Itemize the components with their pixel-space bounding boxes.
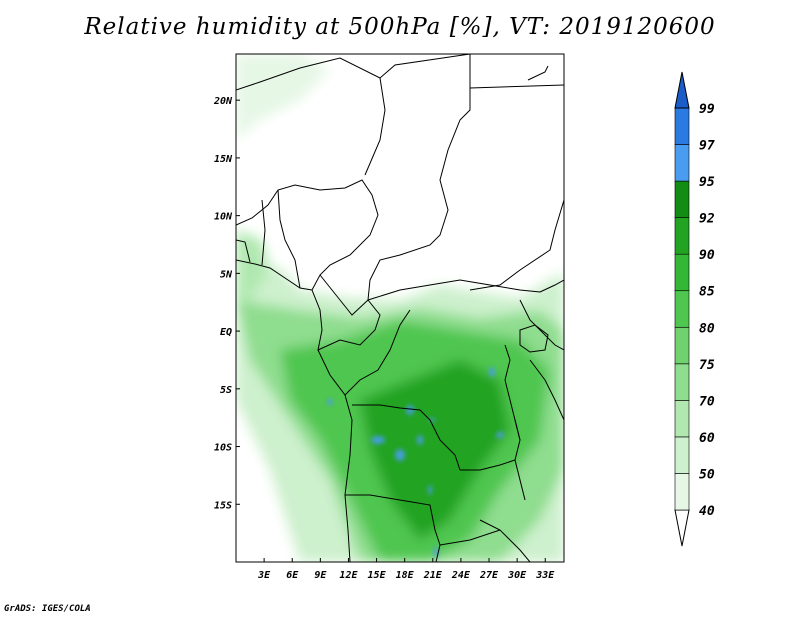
lon-tick-label: 12E bbox=[339, 570, 358, 581]
border-mozambique bbox=[479, 519, 531, 562]
lat-tick-label: 5N bbox=[220, 269, 233, 280]
lon-tick-label: 9E bbox=[314, 570, 327, 581]
colorbar-box-50-60 bbox=[674, 436, 690, 474]
lon-tick-label: 33E bbox=[535, 570, 555, 581]
colorbar-level-label: 90 bbox=[699, 248, 715, 263]
grads-credit: GrADS: IGES/COLA bbox=[4, 604, 91, 614]
lon-tick-label: 27E bbox=[479, 570, 499, 581]
border-nigeria bbox=[277, 189, 301, 289]
colorbar-box-70-75 bbox=[674, 363, 690, 401]
border-rwanda-burundi bbox=[504, 344, 511, 381]
colorbar-box-40-50 bbox=[674, 473, 690, 511]
humidity-band-west-coast bbox=[236, 230, 270, 300]
border-lake-victoria bbox=[519, 324, 549, 353]
border-sahara bbox=[236, 54, 471, 91]
lat-tick-label: 20N bbox=[213, 96, 233, 107]
colorbar-level-label: 40 bbox=[699, 504, 715, 519]
country-borders bbox=[236, 54, 564, 562]
colorbar-level-label: 99 bbox=[699, 102, 715, 117]
lat-tick-label: 15N bbox=[214, 154, 233, 165]
map-title: Relative humidity at 500hPa [%], VT: 201… bbox=[84, 14, 716, 40]
border-chad-sudan bbox=[367, 54, 471, 301]
colorbar-box-80-85 bbox=[674, 290, 690, 328]
lat-tick-label: 15S bbox=[214, 500, 232, 511]
border-congo-drc bbox=[344, 309, 411, 396]
humidity-field bbox=[236, 54, 564, 562]
lon-tick-label: 24E bbox=[451, 570, 471, 581]
border-benin bbox=[261, 199, 266, 266]
colorbar-box-95-97 bbox=[674, 144, 690, 182]
humidity-band-north-fringe bbox=[236, 54, 330, 140]
coastline-west-africa bbox=[236, 179, 379, 562]
colorbar-level-label: 70 bbox=[699, 394, 715, 409]
coastline-guinea bbox=[236, 259, 313, 291]
border-zimbabwe bbox=[439, 529, 501, 546]
lon-tick-label: 18E bbox=[396, 570, 415, 581]
colorbar-level-label: 92 bbox=[699, 212, 715, 227]
lon-tick-label: 6E bbox=[286, 570, 299, 581]
border-lake-malawi bbox=[514, 459, 526, 501]
colorbar-box-75-80 bbox=[674, 326, 690, 365]
colorbar-box-90-92 bbox=[674, 217, 690, 255]
latitude-ticks: 20N 15N 10N 5N EQ 5S 10S 15S bbox=[213, 96, 240, 511]
humidity-band-core bbox=[360, 360, 510, 540]
border-ghana bbox=[236, 239, 251, 263]
lat-tick-label: 10S bbox=[214, 443, 232, 454]
colorbar-box-92-95 bbox=[674, 180, 690, 218]
border-car bbox=[367, 279, 541, 301]
border-uganda-kenya bbox=[519, 299, 564, 351]
colorbar-level-label: 85 bbox=[699, 285, 715, 300]
border-tanzania bbox=[529, 359, 564, 421]
lat-tick-label: 5S bbox=[220, 385, 232, 396]
colorbar-extend-high bbox=[674, 71, 690, 109]
colorbar-level-label: 95 bbox=[699, 175, 715, 190]
colorbar: 40 50 60 70 75 80 85 90 92 95 97 99 bbox=[674, 71, 715, 547]
border-lake-tanganyika bbox=[504, 379, 521, 441]
colorbar-level-label: 80 bbox=[699, 321, 715, 336]
border-ethiopia-kenya bbox=[539, 279, 564, 293]
longitude-ticks: 3E 6E 9E 12E 15E 18E 21E 24E 27E 30E 33E bbox=[257, 558, 555, 581]
colorbar-box-60-70 bbox=[674, 400, 690, 438]
colorbar-level-label: 60 bbox=[699, 431, 715, 446]
map-frame bbox=[235, 53, 565, 563]
humidity-max-spots bbox=[327, 367, 504, 558]
border-niger-chad bbox=[364, 77, 386, 176]
colorbar-extend-low bbox=[674, 509, 690, 547]
lon-tick-label: 15E bbox=[368, 570, 387, 581]
border-sudan-east bbox=[469, 84, 564, 89]
lon-tick-label: 3E bbox=[257, 570, 271, 581]
colorbar-level-label: 75 bbox=[699, 358, 715, 373]
lat-tick-label: 10N bbox=[214, 212, 233, 223]
colorbar-level-label: 97 bbox=[699, 139, 715, 154]
colorbar-box-85-90 bbox=[674, 253, 690, 292]
lat-tick-label: EQ bbox=[220, 327, 232, 338]
border-angola-north bbox=[352, 404, 461, 471]
border-cameroon bbox=[319, 274, 369, 316]
colorbar-box-97-99 bbox=[674, 107, 690, 145]
border-red-sea bbox=[527, 65, 549, 81]
border-gabon-congo bbox=[317, 299, 381, 351]
lon-tick-label: 21E bbox=[423, 570, 443, 581]
lon-tick-label: 30E bbox=[507, 570, 527, 581]
colorbar-level-label: 50 bbox=[699, 467, 715, 482]
